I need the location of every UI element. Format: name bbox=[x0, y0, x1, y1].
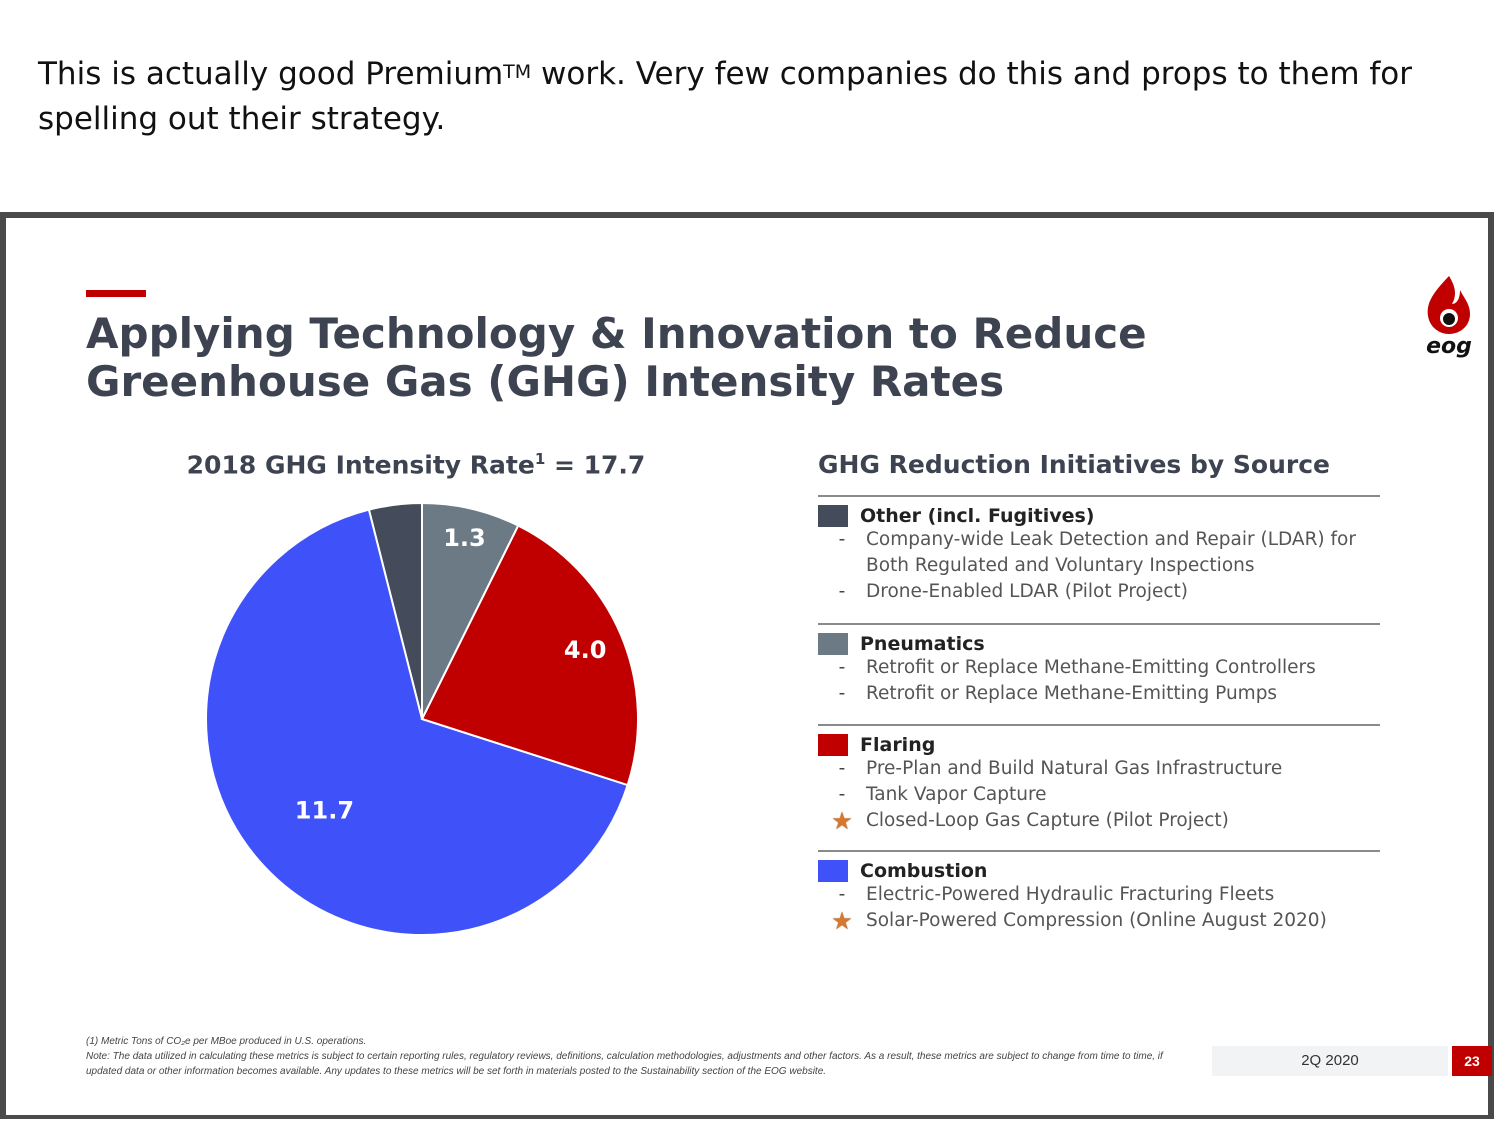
pie-slice-flaring bbox=[420, 524, 639, 787]
dash-bullet: - bbox=[838, 657, 846, 678]
slide: Applying Technology & Innovation to Redu… bbox=[0, 212, 1494, 1119]
group-header: Other (incl. Fugitives) bbox=[818, 505, 1380, 527]
legend-swatch bbox=[818, 633, 848, 655]
group-name: Combustion bbox=[860, 860, 988, 882]
title-accent-bar bbox=[86, 290, 146, 297]
pie-label-flaring: 4.0 bbox=[564, 636, 607, 664]
legend-swatch bbox=[818, 734, 848, 756]
group-header: Combustion bbox=[818, 860, 1380, 882]
pie-title-main: 2018 GHG Intensity Rate bbox=[186, 450, 535, 480]
initiative-item: - Retrofit or Replace Methane-Emitting Pu… bbox=[818, 681, 1380, 707]
initiative-item: - Retrofit or Replace Methane-Emitting Co… bbox=[818, 655, 1380, 681]
initiative-item: - Pre-Plan and Build Natural Gas Infrastr… bbox=[818, 756, 1380, 782]
slide-title: Applying Technology & Innovation to Redu… bbox=[86, 309, 1147, 406]
dash-bullet: - bbox=[838, 581, 846, 602]
group-header: Flaring bbox=[818, 734, 1380, 756]
initiative-text: Company-wide Leak Detection and Repair (… bbox=[866, 529, 1356, 576]
post-caption: This is actually good PremiumTM work. Ve… bbox=[38, 52, 1458, 142]
group-name: Flaring bbox=[860, 734, 936, 756]
dash-bullet: - bbox=[838, 529, 846, 550]
pie-label-combustion: 11.7 bbox=[295, 797, 354, 825]
ghg-pie-chart: 0.711.74.01.3 bbox=[205, 501, 639, 936]
initiative-text: Tank Vapor Capture bbox=[866, 784, 1047, 805]
dash-bullet: - bbox=[838, 884, 846, 905]
pie-title-footnote-mark: 1 bbox=[534, 450, 546, 468]
star-icon: ★ bbox=[831, 907, 853, 935]
group-header: Pneumatics bbox=[818, 633, 1380, 655]
initiative-item: - Drone-Enabled LDAR (Pilot Project) bbox=[818, 579, 1380, 605]
initiative-item: ★ Closed-Loop Gas Capture (Pilot Project) bbox=[818, 808, 1380, 834]
footnote-note: Note: The data utilized in calculating t… bbox=[86, 1051, 1163, 1077]
group-name: Other (incl. Fugitives) bbox=[860, 505, 1095, 527]
logo-text: eog bbox=[1426, 334, 1472, 359]
initiative-text: Pre-Plan and Build Natural Gas Infrastru… bbox=[866, 758, 1283, 779]
group-name: Pneumatics bbox=[860, 633, 985, 655]
initiative-item: - Electric-Powered Hydraulic Fracturing F… bbox=[818, 882, 1380, 908]
initiative-group-other-incl-fugitives: Other (incl. Fugitives) - Company-wide Lea… bbox=[818, 495, 1380, 605]
initiative-text: Electric-Powered Hydraulic Fracturing Fl… bbox=[866, 884, 1275, 905]
initiatives-title: GHG Reduction Initiatives by Source bbox=[818, 450, 1330, 479]
legend-swatch bbox=[818, 860, 848, 882]
initiative-text: Retrofit or Replace Methane-Emitting Con… bbox=[866, 657, 1316, 678]
slide-date: 2Q 2020 bbox=[1212, 1046, 1448, 1076]
legend-swatch bbox=[818, 505, 848, 527]
initiative-group-flaring: Flaring - Pre-Plan and Build Natural Gas I… bbox=[818, 724, 1380, 834]
post-text-part1: This is actually good Premium bbox=[38, 56, 504, 92]
initiative-text: Solar-Powered Compression (Online August… bbox=[866, 910, 1327, 931]
footnote: (1) Metric Tons of CO₂e per MBoe produce… bbox=[86, 1034, 1186, 1079]
initiative-item: - Tank Vapor Capture bbox=[818, 782, 1380, 808]
pie-slice-pneumatics bbox=[421, 501, 520, 720]
initiative-item: - Company-wide Leak Detection and Repair … bbox=[818, 527, 1380, 579]
pie-title-value: = 17.7 bbox=[545, 450, 646, 480]
star-icon: ★ bbox=[831, 807, 853, 835]
initiative-group-combustion: Combustion - Electric-Powered Hydraulic Fr… bbox=[818, 850, 1380, 934]
initiative-text: Closed-Loop Gas Capture (Pilot Project) bbox=[866, 810, 1229, 831]
page-number: 23 bbox=[1452, 1046, 1492, 1076]
post-text-part2: work. Very few companies do this and pro… bbox=[38, 56, 1412, 137]
initiative-text: Retrofit or Replace Methane-Emitting Pum… bbox=[866, 683, 1278, 704]
initiative-item: ★ Solar-Powered Compression (Online Augus… bbox=[818, 908, 1380, 934]
dash-bullet: - bbox=[838, 683, 846, 704]
initiative-group-pneumatics: Pneumatics - Retrofit or Replace Methane-E… bbox=[818, 623, 1380, 707]
flame-icon bbox=[1427, 276, 1470, 334]
dash-bullet: - bbox=[838, 758, 846, 779]
eog-logo: eog bbox=[1414, 274, 1484, 364]
footnote-line-1: (1) Metric Tons of CO₂e per MBoe produce… bbox=[86, 1036, 367, 1047]
pie-slice-combustion bbox=[205, 508, 629, 936]
initiative-text: Drone-Enabled LDAR (Pilot Project) bbox=[866, 581, 1189, 602]
dash-bullet: - bbox=[838, 784, 846, 805]
pie-label-pneumatics: 1.3 bbox=[443, 524, 486, 552]
pie-chart-title: 2018 GHG Intensity Rate1 = 17.7 bbox=[156, 450, 676, 479]
trademark-mark: TM bbox=[503, 61, 532, 83]
